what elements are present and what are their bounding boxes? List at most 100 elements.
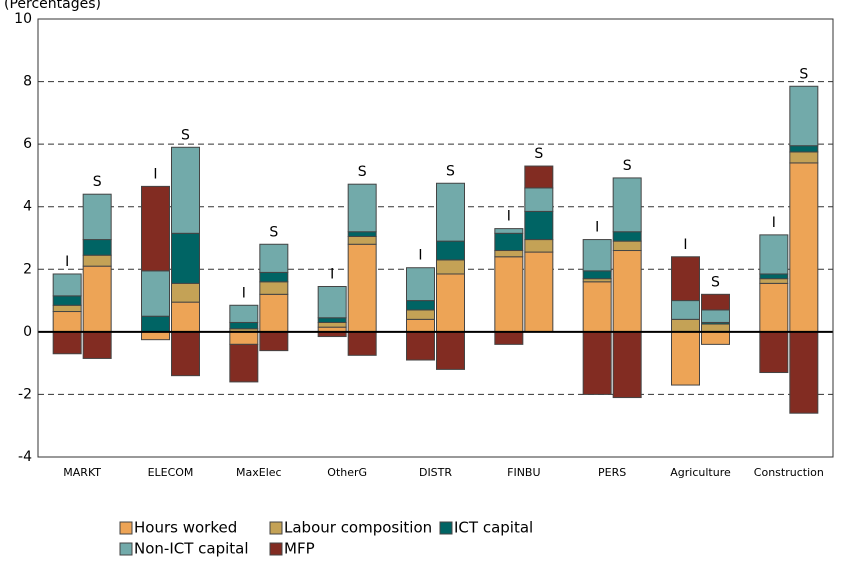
bar-segment [259,243,289,273]
bar-segment [612,240,642,252]
bar-segment [171,301,200,333]
bar-segment [701,331,730,345]
bar-segment [759,234,789,275]
bar-segment [494,250,524,258]
x-tick-label: DISTR [419,466,452,479]
bar-segment [406,318,435,333]
bar-segment [141,185,170,272]
bar-segment [229,331,259,345]
bar-segment [171,282,200,303]
bar-segment [524,187,554,212]
x-tick-label: Agriculture [670,466,731,479]
y-tick-label: 10 [14,11,32,27]
bar-label: I [507,209,511,225]
legend-label: ICT capital [454,519,533,537]
bar-segment [347,231,377,237]
bar-segment [82,331,112,359]
bar-segment [229,321,259,330]
y-tick-label: 0 [23,324,32,340]
bar-segment [141,315,170,333]
x-tick-label: ELECOM [148,466,194,479]
bar-label: I [418,248,422,264]
bar-label: I [772,215,776,231]
bar-segment [612,331,642,399]
bar-segment [82,239,112,256]
bar-segment [671,331,700,386]
bar-label: S [358,164,367,180]
bar-segment [436,240,465,261]
bar-label: I [683,237,687,253]
bar-segment [612,231,642,242]
bar-segment [317,285,347,319]
bar-segment [82,193,112,241]
bar-label: S [181,127,190,143]
bar-segment [494,228,524,234]
bar-segment [612,250,642,333]
y-tick-label: 2 [23,261,32,277]
bar-segment [436,259,465,275]
bar-label: S [623,158,632,174]
bar-segment [436,182,465,242]
bar-segment [406,300,435,311]
bar-segment [759,282,789,333]
bar-segment [582,270,612,280]
bar-label: S [711,274,720,290]
bar-segment [347,235,377,245]
bar-segment [347,243,377,333]
bar-segment [259,271,289,283]
bar-segment [494,331,524,345]
bar-segment [406,331,435,361]
bar-segment [52,311,82,333]
bar-segment [759,273,789,280]
bar-segment [789,331,819,414]
bar-segment [524,239,554,253]
bar-segment [671,300,700,320]
legend-swatch [119,521,133,535]
x-tick-label: MARKT [63,466,101,479]
legend-swatch [439,521,453,535]
x-tick-label: FINBU [507,466,540,479]
bar-segment [582,281,612,333]
bar-label: S [534,146,543,162]
bar-segment [436,331,465,370]
bar-label: I [595,220,599,236]
legend-label: Hours worked [134,519,237,537]
bar-segment [52,295,82,306]
bar-segment [171,331,200,377]
bar-label: S [93,174,102,190]
bar-segment [524,165,554,189]
legend-swatch [119,542,133,556]
x-tick-label: MaxElec [236,466,282,479]
bar-segment [701,323,730,333]
bar-segment [524,210,554,241]
bar-segment [789,85,819,147]
y-tick-label: 4 [23,199,32,215]
bar-label: S [446,163,455,179]
x-tick-label: Construction [754,466,824,479]
bar-segment [436,273,465,333]
bar-segment [524,251,554,333]
bar-segment [582,239,612,272]
bar-segment [52,273,82,297]
bar-segment [141,270,170,317]
legend-label: MFP [284,540,315,558]
bar-label: I [153,166,157,182]
y-tick-label: -4 [18,449,32,465]
bar-segment [612,177,642,233]
legend-swatch [269,542,283,556]
chart-title: (Percentages) [4,0,101,12]
bar-segment [759,278,789,284]
legend-swatch [269,521,283,535]
legend-label: Labour composition [284,519,432,537]
bar-segment [259,331,289,352]
bar-segment [229,343,259,383]
y-tick-label: 6 [23,136,32,152]
bar-segment [671,318,700,333]
bar-segment [759,331,789,374]
bar-segment [259,281,289,295]
legend-label: Non-ICT capital [134,540,249,558]
bar-segment [52,331,82,355]
bar-segment [347,183,377,233]
bar-segment [406,309,435,320]
bar-segment [259,293,289,333]
